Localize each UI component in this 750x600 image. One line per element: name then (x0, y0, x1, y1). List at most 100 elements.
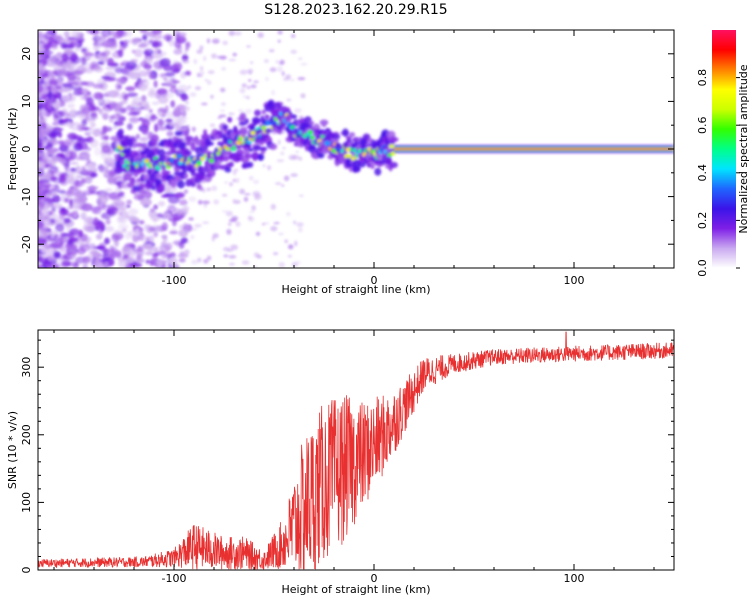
noise-blob (202, 200, 211, 205)
noise-blob (169, 86, 178, 94)
ridge-halo (244, 118, 249, 124)
noise-blob (38, 141, 43, 148)
noise-blob (41, 50, 54, 56)
noise-blob (277, 39, 281, 43)
noise-blob (140, 136, 149, 142)
noise-blob (69, 205, 74, 210)
noise-blob (38, 209, 48, 213)
noise-blob (47, 71, 53, 77)
noise-blob (147, 91, 160, 98)
noise-blob (193, 58, 198, 65)
noise-blob (199, 45, 204, 51)
ridge-halo (161, 170, 171, 176)
noise-blob (97, 98, 104, 103)
noise-blob (115, 250, 122, 258)
noise-blob (38, 221, 45, 229)
noise-blob (70, 53, 78, 62)
noise-blob (145, 259, 150, 264)
noise-blob (184, 47, 189, 52)
noise-blob (83, 221, 90, 226)
noise-blob (38, 240, 47, 245)
noise-blob (300, 93, 306, 99)
noise-blob (135, 133, 141, 139)
noise-blob (38, 66, 47, 75)
noise-blob (200, 102, 208, 106)
noise-blob (239, 188, 246, 195)
noise-blob (139, 42, 146, 48)
noise-blob (45, 61, 57, 67)
ridge-halo (389, 161, 398, 169)
noise-blob (125, 247, 135, 251)
noise-blob (277, 30, 283, 35)
noise-blob (196, 49, 203, 54)
snr-panel: -100 0 100 0 100 200 300 Height of straight li… (6, 329, 675, 596)
colorbar-tick-label: 0.0 (696, 259, 709, 277)
noise-blob (97, 36, 103, 42)
ridge-halo (342, 128, 349, 137)
noise-blob (38, 30, 44, 37)
noise-blob (290, 173, 298, 177)
ridge-halo (135, 142, 144, 147)
noise-blob (38, 62, 44, 69)
ridge-halo (269, 143, 278, 150)
noise-blob (70, 161, 79, 165)
noise-blob (38, 228, 47, 237)
noise-blob (73, 199, 86, 204)
noise-blob (268, 49, 275, 53)
noise-blob (138, 80, 143, 84)
noise-blob (166, 130, 174, 137)
noise-blob (154, 123, 159, 133)
noise-blob (297, 77, 306, 81)
noise-blob (138, 258, 145, 263)
noise-blob (65, 224, 71, 233)
noise-blob (281, 184, 285, 187)
noise-blob (54, 127, 64, 131)
ridge-halo (389, 136, 399, 143)
noise-blob (48, 79, 58, 87)
noise-blob (63, 217, 71, 224)
noise-blob (263, 222, 270, 225)
noise-blob (298, 57, 303, 60)
noise-blob (58, 189, 66, 194)
noise-blob (72, 202, 80, 209)
noise-blob (84, 176, 91, 182)
noise-blob (185, 125, 190, 127)
noise-blob (243, 196, 249, 202)
noise-blob (89, 243, 96, 250)
noise-blob (112, 200, 119, 204)
noise-blob (171, 80, 180, 84)
noise-blob (129, 116, 140, 124)
noise-blob (298, 115, 304, 119)
noise-blob (139, 234, 150, 243)
noise-blob (93, 65, 104, 73)
noise-blob (163, 34, 173, 41)
noise-blob (151, 30, 162, 35)
noise-blob (73, 180, 83, 188)
noise-blob (203, 55, 207, 62)
noise-blob (293, 220, 297, 225)
noise-blob (46, 210, 57, 220)
noise-blob (108, 170, 117, 177)
noise-blob (221, 193, 228, 197)
snr-y-label: SNR (10 * v/v) (6, 411, 19, 489)
noise-blob (153, 80, 158, 88)
noise-blob (236, 177, 240, 184)
noise-blob (144, 50, 149, 56)
noise-blob (129, 71, 141, 80)
noise-blob (104, 226, 115, 232)
x-tick-label: -100 (162, 572, 187, 585)
ridge-halo (319, 119, 329, 126)
ridge-core (389, 144, 395, 149)
ridge-halo (157, 148, 166, 157)
noise-blob (89, 250, 99, 255)
noise-blob (190, 228, 198, 231)
noise-blob (164, 104, 169, 114)
noise-blob (78, 151, 91, 161)
noise-blob (134, 48, 143, 58)
noise-blob (204, 79, 208, 82)
noise-blob (53, 34, 63, 39)
noise-blob (80, 234, 88, 242)
noise-blob (267, 165, 272, 171)
noise-blob (228, 30, 235, 36)
y-tick-label: 300 (20, 357, 33, 378)
